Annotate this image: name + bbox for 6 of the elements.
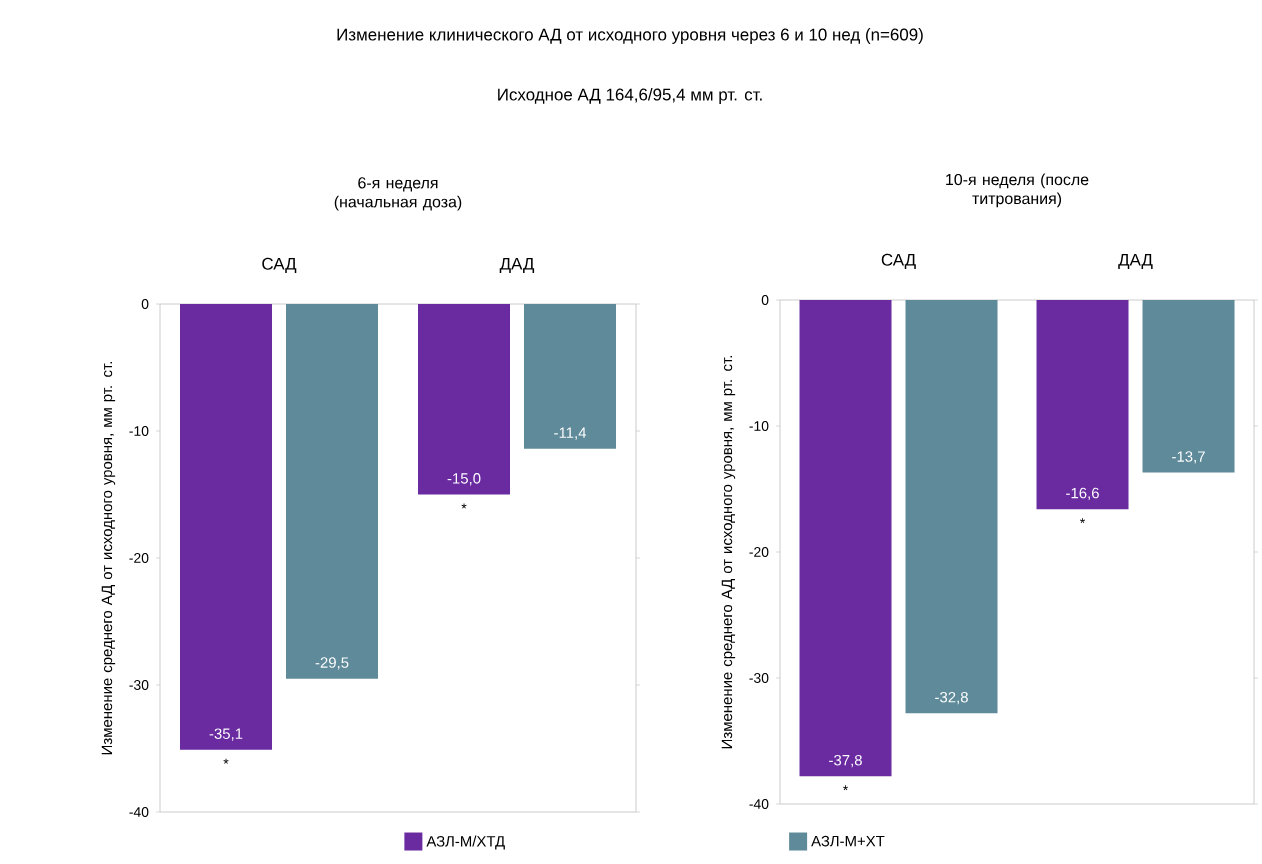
x-tick-label: ДАД (1118, 253, 1153, 269)
chart-title: Изменение клинического АД от исходного уровня через 6 и 10 нед (n=609) (337, 28, 923, 44)
x-tick-label: САД (262, 257, 297, 273)
x-tick-label: САД (881, 253, 916, 269)
x-tick-label: ДАД (499, 257, 535, 273)
chart-subtitle: Исходное АД 164,6/95,4 мм рт. ст. (498, 88, 762, 104)
